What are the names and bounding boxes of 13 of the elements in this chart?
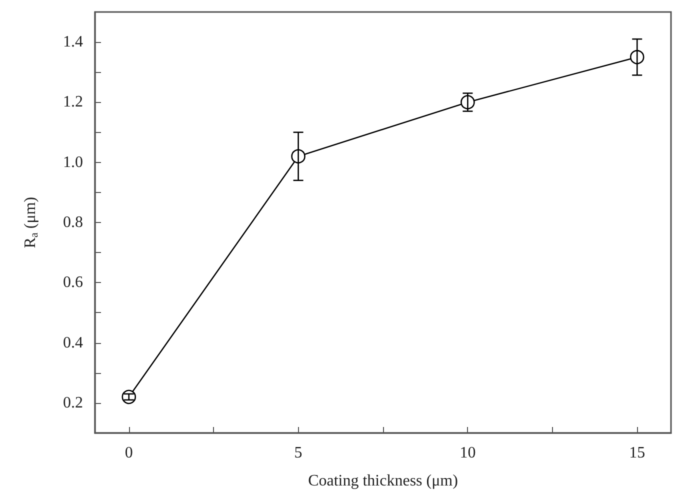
y-tick-label: 1.4 (63, 34, 83, 51)
y-tick-label: 1.2 (63, 94, 83, 111)
x-tick-label: 15 (629, 444, 646, 462)
x-tick-label: 5 (294, 444, 302, 462)
y-tick-label: 0.4 (63, 334, 83, 352)
x-tick-label: 0 (124, 444, 133, 462)
x-axis-title: Coating thickness (μm) (308, 472, 458, 490)
y-axis-title: Ra (μm) (22, 196, 40, 248)
y-tick-label: 0.6 (63, 274, 83, 292)
y-tick-label: 0.8 (63, 214, 83, 231)
y-tick-label: 0.2 (63, 394, 83, 412)
x-tick-label: 10 (460, 444, 476, 462)
y-tick-label: 1.0 (63, 154, 83, 171)
